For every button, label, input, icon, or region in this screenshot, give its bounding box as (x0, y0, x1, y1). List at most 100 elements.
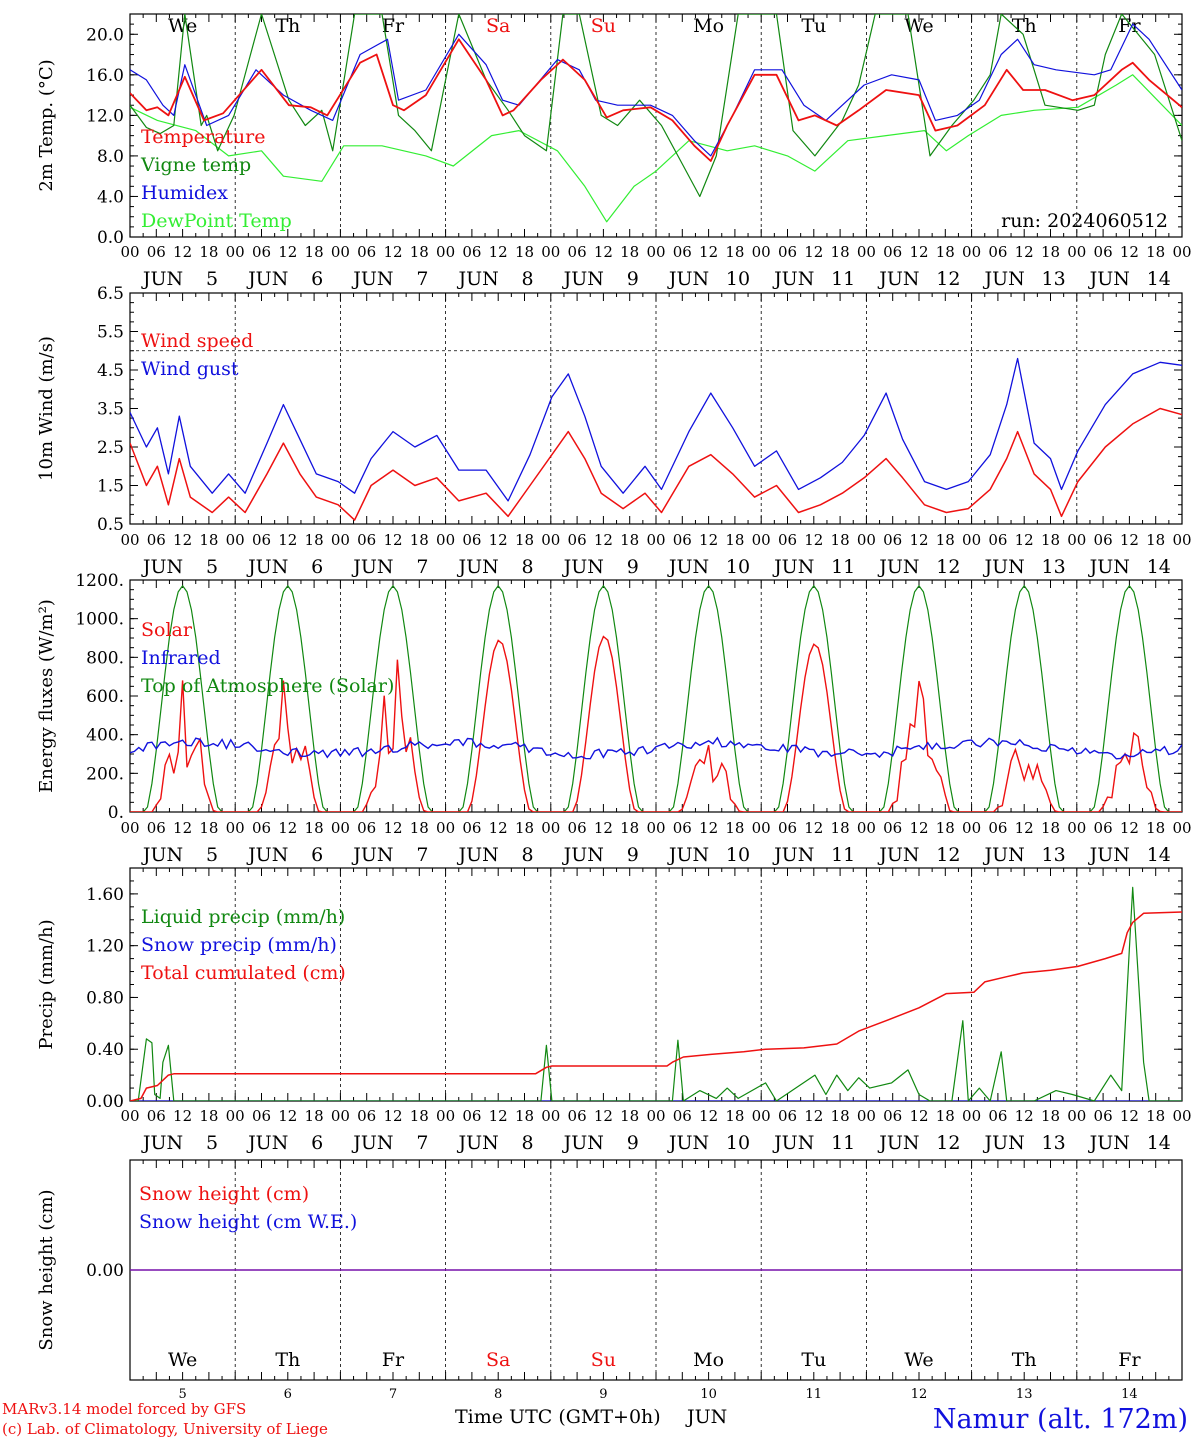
hour-label: 12 (909, 819, 928, 837)
panel-frame (129, 13, 1183, 238)
hour-label: 18 (936, 531, 955, 549)
hour-label: 00 (1067, 819, 1086, 837)
credit-line-1: MARv3.14 model forced by GFS (2, 1400, 246, 1418)
date-month-label: JUN (141, 268, 183, 290)
hour-label: 12 (909, 1107, 928, 1125)
hour-label: 06 (673, 243, 692, 261)
weekday-label: Fr (382, 15, 405, 37)
hour-label: 18 (199, 243, 218, 261)
hour-label: 18 (620, 819, 639, 837)
weekday-label: Th (1012, 15, 1037, 37)
date-month-label: JUN (1088, 1132, 1130, 1154)
weekday-label: We (168, 15, 197, 37)
date-month-label: JUN (772, 268, 814, 290)
hour-label: 00 (962, 1107, 981, 1125)
series-infrared (130, 736, 1182, 760)
hour-label: 12 (173, 243, 192, 261)
hour-label: 12 (383, 243, 402, 261)
hour-label: 12 (489, 531, 508, 549)
hour-label: 18 (1041, 243, 1060, 261)
hour-label: 00 (120, 243, 139, 261)
hour-label: 00 (120, 819, 139, 837)
y-tick-label: 1.5 (97, 477, 124, 497)
weekday-label: Su (591, 15, 616, 37)
hour-label: 00 (857, 1107, 876, 1125)
hour-label: 18 (410, 1107, 429, 1125)
date-day-label: 13 (1042, 268, 1066, 290)
series-solar (130, 635, 1182, 812)
hour-label: 12 (383, 819, 402, 837)
snow-date-label: 12 (911, 1387, 928, 1402)
hour-label: 12 (594, 243, 613, 261)
hour-label: 00 (541, 531, 560, 549)
hour-label: 00 (962, 819, 981, 837)
hour-label: 18 (725, 531, 744, 549)
hour-label: 12 (699, 531, 718, 549)
date-month-label: JUN (456, 556, 498, 578)
hour-label: 06 (778, 819, 797, 837)
hour-label: 12 (699, 819, 718, 837)
series-temperature (130, 38, 1182, 162)
snow-date-label: 5 (178, 1387, 186, 1402)
hour-label: 06 (568, 243, 587, 261)
date-day-label: 5 (206, 556, 218, 578)
y-axis-label: Precip (mm/h) (36, 919, 57, 1049)
hour-label: 18 (1041, 1107, 1060, 1125)
y-axis-label: Snow height (cm) (36, 1189, 57, 1350)
date-month-label: JUN (141, 556, 183, 578)
hour-label: 00 (226, 1107, 245, 1125)
hour-label: 00 (646, 243, 665, 261)
date-day-label: 10 (726, 1132, 750, 1154)
hour-label: 18 (831, 531, 850, 549)
hour-label: 12 (278, 819, 297, 837)
date-month-label: JUN (141, 1132, 183, 1154)
hour-label: 12 (383, 1107, 402, 1125)
date-day-label: 11 (831, 268, 855, 290)
hour-label: 12 (699, 1107, 718, 1125)
date-day-label: 5 (206, 268, 218, 290)
hour-label: 12 (278, 531, 297, 549)
hour-label: 12 (1120, 1107, 1139, 1125)
hour-label: 06 (1094, 1107, 1113, 1125)
y-tick-label: 6.5 (97, 284, 124, 304)
weekday-label: Mo (693, 15, 724, 37)
date-month-label: JUN (982, 556, 1024, 578)
date-month-label: JUN (982, 268, 1024, 290)
y-tick-label: 1000. (75, 610, 124, 630)
hour-label: 00 (646, 1107, 665, 1125)
date-day-label: 8 (522, 556, 534, 578)
weekday-label: Sa (486, 1349, 510, 1371)
date-month-label: JUN (1088, 556, 1130, 578)
temperature-legend: Temperature Vigne temp Humidex DewPoint … (140, 126, 1168, 232)
hour-label: 18 (936, 1107, 955, 1125)
hour-label: 06 (147, 819, 166, 837)
legend-temperature: Temperature (141, 126, 265, 148)
legend-dewpoint: DewPoint Temp (141, 210, 292, 232)
chart-panels: 0.0 4.0 8.0 12.0 16.0 20.0 2m Temp. (°C) 00 06 12… (36, 13, 1192, 1402)
hour-label: 12 (804, 531, 823, 549)
hour-label: 00 (1067, 531, 1086, 549)
date-month-label: JUN (667, 844, 709, 866)
y-tick-label: 1.20 (86, 937, 124, 957)
snow-date-label: 6 (284, 1387, 292, 1402)
snow-date-label: 8 (494, 1387, 502, 1402)
hour-label: 18 (515, 531, 534, 549)
series-wind-gust (130, 357, 1182, 502)
date-day-label: 11 (831, 844, 855, 866)
date-day-label: 6 (311, 556, 323, 578)
hour-label: 18 (1146, 531, 1165, 549)
hour-label: 00 (331, 1107, 350, 1125)
date-month-label: JUN (1088, 268, 1130, 290)
hour-label: 06 (1094, 819, 1113, 837)
weekday-label: Tu (801, 1349, 826, 1371)
date-month-label: JUN (772, 844, 814, 866)
hour-label: 00 (857, 819, 876, 837)
hour-label: 06 (883, 531, 902, 549)
hour-label: 00 (646, 531, 665, 549)
date-day-label: 7 (416, 268, 428, 290)
hour-label: 00 (226, 819, 245, 837)
date-day-label: 13 (1042, 1132, 1066, 1154)
y-axis-label: 2m Temp. (°C) (36, 59, 57, 191)
date-day-label: 8 (522, 268, 534, 290)
y-tick-label: 0. (108, 803, 124, 823)
